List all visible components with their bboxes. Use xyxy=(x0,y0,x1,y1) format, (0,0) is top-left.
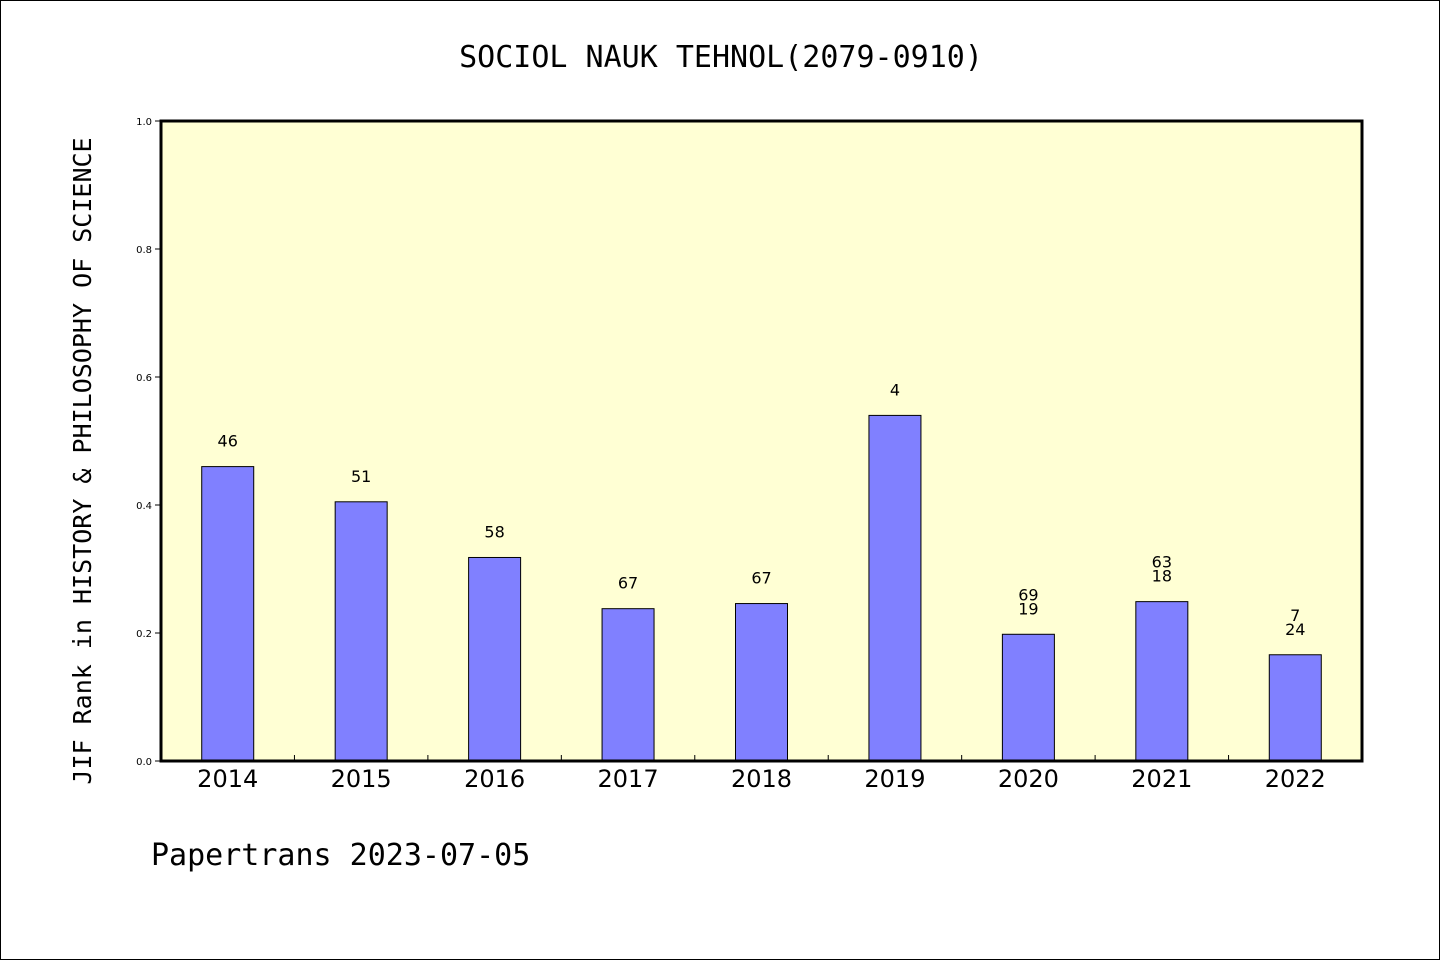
bar-value-label: 24 xyxy=(1285,620,1305,639)
x-tick-label: 2018 xyxy=(731,765,792,793)
bar xyxy=(468,556,522,762)
bar xyxy=(1135,601,1189,762)
chart-title: SOCIOL NAUK TEHNOL(2079-0910) xyxy=(459,40,983,75)
bar xyxy=(334,501,388,762)
footer-credit: Papertrans 2023-07-05 xyxy=(151,838,530,873)
bar xyxy=(1001,633,1055,762)
bar-value-label: 67 xyxy=(618,574,638,593)
bar-value-label: 4 xyxy=(890,380,900,399)
y-tick-label: 0.0 xyxy=(136,757,152,768)
bar-value-label: 63 xyxy=(1152,553,1172,572)
bar xyxy=(735,603,788,762)
bar-value-label: 7 xyxy=(1290,606,1300,625)
y-tick-label: 0.2 xyxy=(136,629,152,640)
x-tick-label: 2022 xyxy=(1265,765,1326,793)
x-tick-label: 2021 xyxy=(1131,765,1192,793)
plot-border xyxy=(159,119,1364,763)
bar xyxy=(868,414,922,762)
bar-value-label: 51 xyxy=(351,467,371,486)
x-tick-label: 2020 xyxy=(998,765,1059,793)
bar-value-label: 58 xyxy=(484,522,504,541)
x-tick-label: 2019 xyxy=(864,765,925,793)
y-tick-label: 0.6 xyxy=(136,373,152,384)
bars xyxy=(201,414,1322,762)
bar xyxy=(201,466,255,762)
bar-value-label: 69 xyxy=(1018,585,1038,604)
y-tick-label: 0.8 xyxy=(136,245,152,256)
bar-value-label: 67 xyxy=(751,569,771,588)
x-tick-label: 2015 xyxy=(331,765,392,793)
x-tick-label: 2017 xyxy=(598,765,659,793)
bar-value-label: 19 xyxy=(1018,599,1038,618)
x-tick-label: 2014 xyxy=(197,765,258,793)
x-axis-ticks: 2014 2015 2016 2017 2018 2019 2020 2021 2022 xyxy=(197,755,1326,793)
y-axis-label: JIF Rank in HISTORY & PHILOSOPHY OF SCIE… xyxy=(68,137,97,784)
y-axis-ticks: 0.0 0.2 0.4 0.6 0.8 1.0 xyxy=(136,117,161,768)
bar-value-label: 46 xyxy=(218,432,238,451)
bar-value-label: 18 xyxy=(1152,567,1172,586)
bar xyxy=(601,608,655,762)
y-tick-label: 0.4 xyxy=(136,501,152,512)
y-tick-label: 1.0 xyxy=(136,117,152,128)
x-tick-label: 2016 xyxy=(464,765,525,793)
bar xyxy=(1268,654,1322,762)
